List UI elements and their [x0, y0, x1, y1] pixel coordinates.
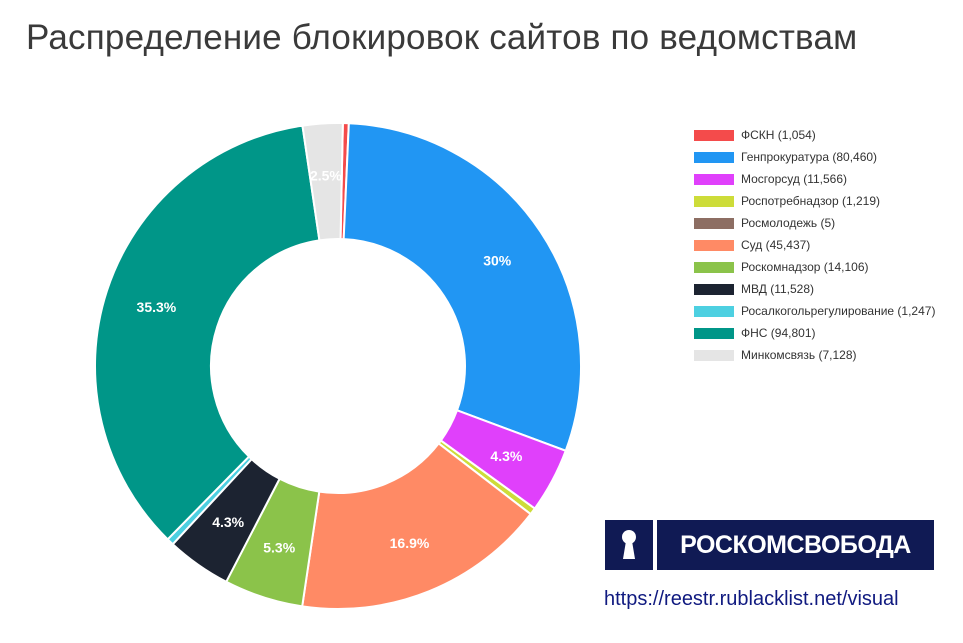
- slice-label-6: 5.3%: [263, 540, 295, 556]
- donut-slices: [94, 122, 582, 610]
- legend-item-4[interactable]: Росмолодежь (5): [694, 212, 935, 234]
- legend-label: Мосгорсуд (11,566): [741, 172, 848, 186]
- slice-label-9: 35.3%: [137, 299, 177, 315]
- legend-swatch: [694, 327, 734, 339]
- legend-item-7[interactable]: МВД (11,528): [694, 278, 935, 300]
- legend-swatch: [694, 305, 734, 317]
- legend-label: Росалкогольрегулирование (1,247): [741, 304, 936, 318]
- legend-swatch: [694, 195, 734, 207]
- legend-label: ФСКН (1,054): [741, 128, 816, 142]
- slice-label-10: 2.5%: [310, 167, 342, 183]
- chart-legend: ФСКН (1,054) Генпрокуратура (80,460) Мосго…: [694, 124, 935, 366]
- legend-label: Роспотребнадзор (1,219): [741, 194, 881, 208]
- legend-item-0[interactable]: ФСКН (1,054): [694, 124, 935, 146]
- legend-item-10[interactable]: Минкомсвязь (7,128): [694, 344, 935, 366]
- legend-item-1[interactable]: Генпрокуратура (80,460): [694, 146, 935, 168]
- legend-swatch: [694, 261, 734, 273]
- legend-item-9[interactable]: ФНС (94,801): [694, 322, 935, 344]
- source-url[interactable]: https://reestr.rublacklist.net/visual: [604, 588, 899, 610]
- legend-swatch: [694, 349, 734, 361]
- legend-label: Генпрокуратура (80,460): [741, 150, 878, 164]
- legend-swatch: [694, 239, 734, 251]
- slice-labels: 30% 4.3% 16.9% 5.3% 4.3% 35.3% 2.5%: [137, 167, 523, 555]
- legend-item-2[interactable]: Мосгорсуд (11,566): [694, 168, 935, 190]
- chart-title: Распределение блокировок сайтов по ведом…: [26, 18, 858, 57]
- legend-item-8[interactable]: Росалкогольрегулирование (1,247): [694, 300, 935, 322]
- slice-10[interactable]: [301, 122, 344, 242]
- legend-item-3[interactable]: Роспотребнадзор (1,219): [694, 190, 935, 212]
- slice-label-5: 16.9%: [390, 535, 430, 551]
- keyhole-icon: [605, 520, 653, 570]
- legend-item-6[interactable]: Роскомнадзор (14,106): [694, 256, 935, 278]
- slice-1[interactable]: [342, 122, 582, 453]
- slice-5[interactable]: [301, 442, 533, 610]
- legend-label: Роскомнадзор (14,106): [741, 260, 869, 274]
- slice-label-2: 4.3%: [490, 448, 522, 464]
- legend-label: ФНС (94,801): [741, 326, 816, 340]
- legend-swatch: [694, 129, 734, 141]
- legend-label: Росмолодежь (5): [741, 216, 836, 230]
- logo-text: РОСКОМСВОБОДА: [657, 520, 934, 570]
- legend-swatch: [694, 173, 734, 185]
- legend-label: Минкомсвязь (7,128): [741, 348, 857, 362]
- slice-9[interactable]: [94, 124, 321, 541]
- legend-item-5[interactable]: Суд (45,437): [694, 234, 935, 256]
- roskomsvoboda-logo: РОСКОМСВОБОДА: [605, 520, 934, 570]
- slice-label-7: 4.3%: [212, 514, 244, 530]
- legend-swatch: [694, 151, 734, 163]
- legend-label: Суд (45,437): [741, 238, 811, 252]
- legend-swatch: [694, 217, 734, 229]
- legend-label: МВД (11,528): [741, 282, 815, 296]
- legend-swatch: [694, 283, 734, 295]
- slice-label-1: 30%: [483, 253, 512, 269]
